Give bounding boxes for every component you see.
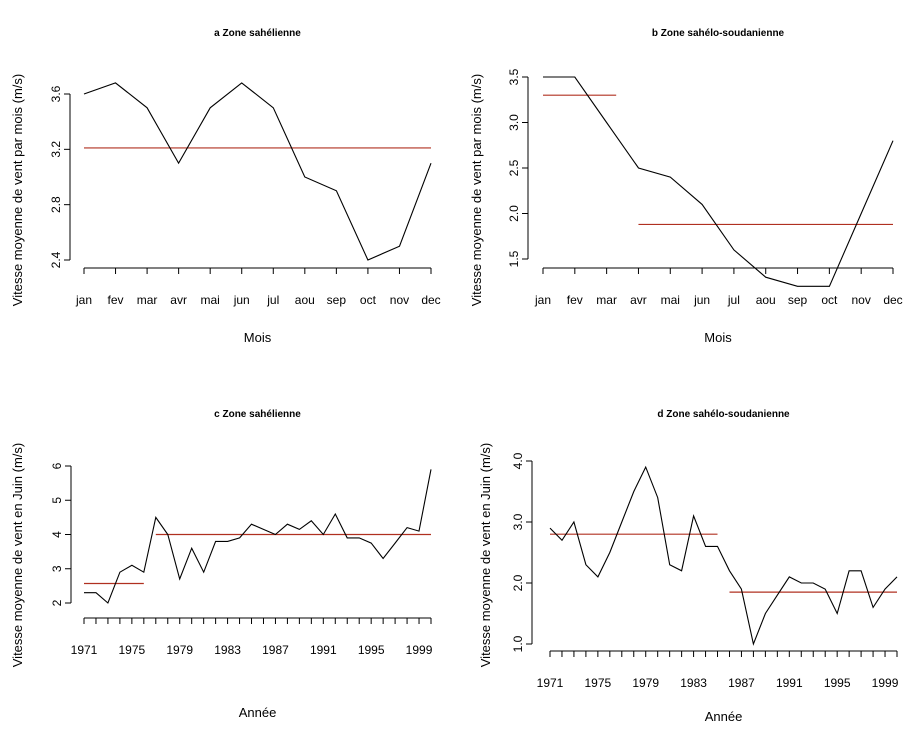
x-tick-label: mar [137,293,158,307]
x-tick-label: 1991 [310,643,337,657]
y-tick-label: 3 [50,565,64,572]
x-tick-label: nov [852,293,871,307]
chart-title: c Zone sahélienne [214,409,301,420]
x-tick-label: 1995 [824,676,851,690]
x-tick-label: sep [327,293,347,307]
x-tick-label: avr [170,293,187,307]
panel-d-june-sahelo-sudanian: d Zone sahélo-soudanienne 1971 1975 1979 198… [478,409,899,724]
y-tick-label: 3.6 [49,85,63,102]
x-tick-label: 1971 [71,643,98,657]
x-tick-label: avr [630,293,647,307]
x-tick-label: 1999 [872,676,899,690]
y-tick-label: 3.5 [507,68,521,85]
x-tick-label: jan [75,293,92,307]
x-tick-label: jul [266,293,279,307]
y-tick-label: 2.8 [49,196,63,213]
x-tick-label: 1999 [406,643,433,657]
x-tick-label: 1991 [776,676,803,690]
x-tick-label: aou [756,293,776,307]
x-tick-label: dec [883,293,902,307]
x-axis-label: Mois [704,330,732,345]
x-tick-label: 1975 [585,676,612,690]
x-tick-label: jan [534,293,551,307]
y-tick-label: 4.0 [511,452,525,469]
y-tick-label: 2.0 [511,574,525,591]
x-tick-label: 1995 [358,643,385,657]
panel-a-monthly-sahelian: a Zone sahélienne jan fev mar avr mai jun jul ao… [10,28,441,345]
x-tick-label: jun [693,293,710,307]
y-axis-label: Vitesse moyenne de vent par mois (m/s) [10,74,25,306]
series-line [83,82,432,261]
y-tick-label: 5 [50,497,64,504]
x-tick-label: 1987 [262,643,289,657]
x-tick-label: oct [821,293,838,307]
y-axis-label: Vitesse moyenne de vent en Juin (m/s) [10,443,25,668]
x-tick-label: 1979 [632,676,659,690]
x-tick-label: jun [233,293,250,307]
x-axis-label: Mois [244,330,272,345]
y-tick-label: 2.0 [507,205,521,222]
chart-title: d Zone sahélo-soudanienne [657,409,790,420]
y-tick-label: 4 [50,531,64,538]
x-tick-label: 1971 [537,676,564,690]
x-tick-label: 1983 [680,676,707,690]
panel-b-monthly-sahelo-sudanian: b Zone sahélo-soudanienne jan fev mar avr mai… [469,28,903,345]
x-tick-label: fev [108,293,124,307]
series-line [549,465,898,646]
y-tick-label: 2 [50,599,64,606]
x-tick-label: mai [201,293,220,307]
y-tick-label: 3.2 [49,141,63,158]
y-tick-label: 6 [50,462,64,469]
y-tick-label: 2.4 [49,251,63,268]
x-tick-label: nov [390,293,409,307]
y-tick-label: 2.5 [507,159,521,176]
x-tick-label: oct [360,293,377,307]
x-tick-label: sep [788,293,808,307]
series-line [84,469,432,604]
y-tick-label: 3.0 [511,513,525,530]
x-tick-label: 1983 [214,643,241,657]
y-tick-label: 1.5 [507,250,521,267]
chart-title: b Zone sahélo-soudanienne [652,28,785,39]
x-tick-label: 1975 [119,643,146,657]
panel-c-june-sahelian: c Zone sahélienne 1971 1975 1979 1983 1987 199… [10,409,433,720]
x-axis-label: Année [239,705,277,720]
x-tick-label: fev [567,293,583,307]
chart-title: a Zone sahélienne [214,28,301,39]
y-axis-label: Vitesse moyenne de vent par mois (m/s) [469,74,484,306]
series-line [543,76,894,287]
x-tick-label: mai [661,293,680,307]
x-axis-label: Année [705,709,743,724]
x-tick-label: 1987 [728,676,755,690]
x-tick-label: jul [727,293,740,307]
y-axis-label: Vitesse moyenne de vent en Juin (m/s) [478,443,493,668]
y-tick-label: 3.0 [507,114,521,131]
x-tick-label: aou [295,293,315,307]
x-tick-label: dec [421,293,440,307]
y-tick-label: 1.0 [511,635,525,652]
x-tick-label: 1979 [166,643,193,657]
x-tick-label: mar [596,293,617,307]
